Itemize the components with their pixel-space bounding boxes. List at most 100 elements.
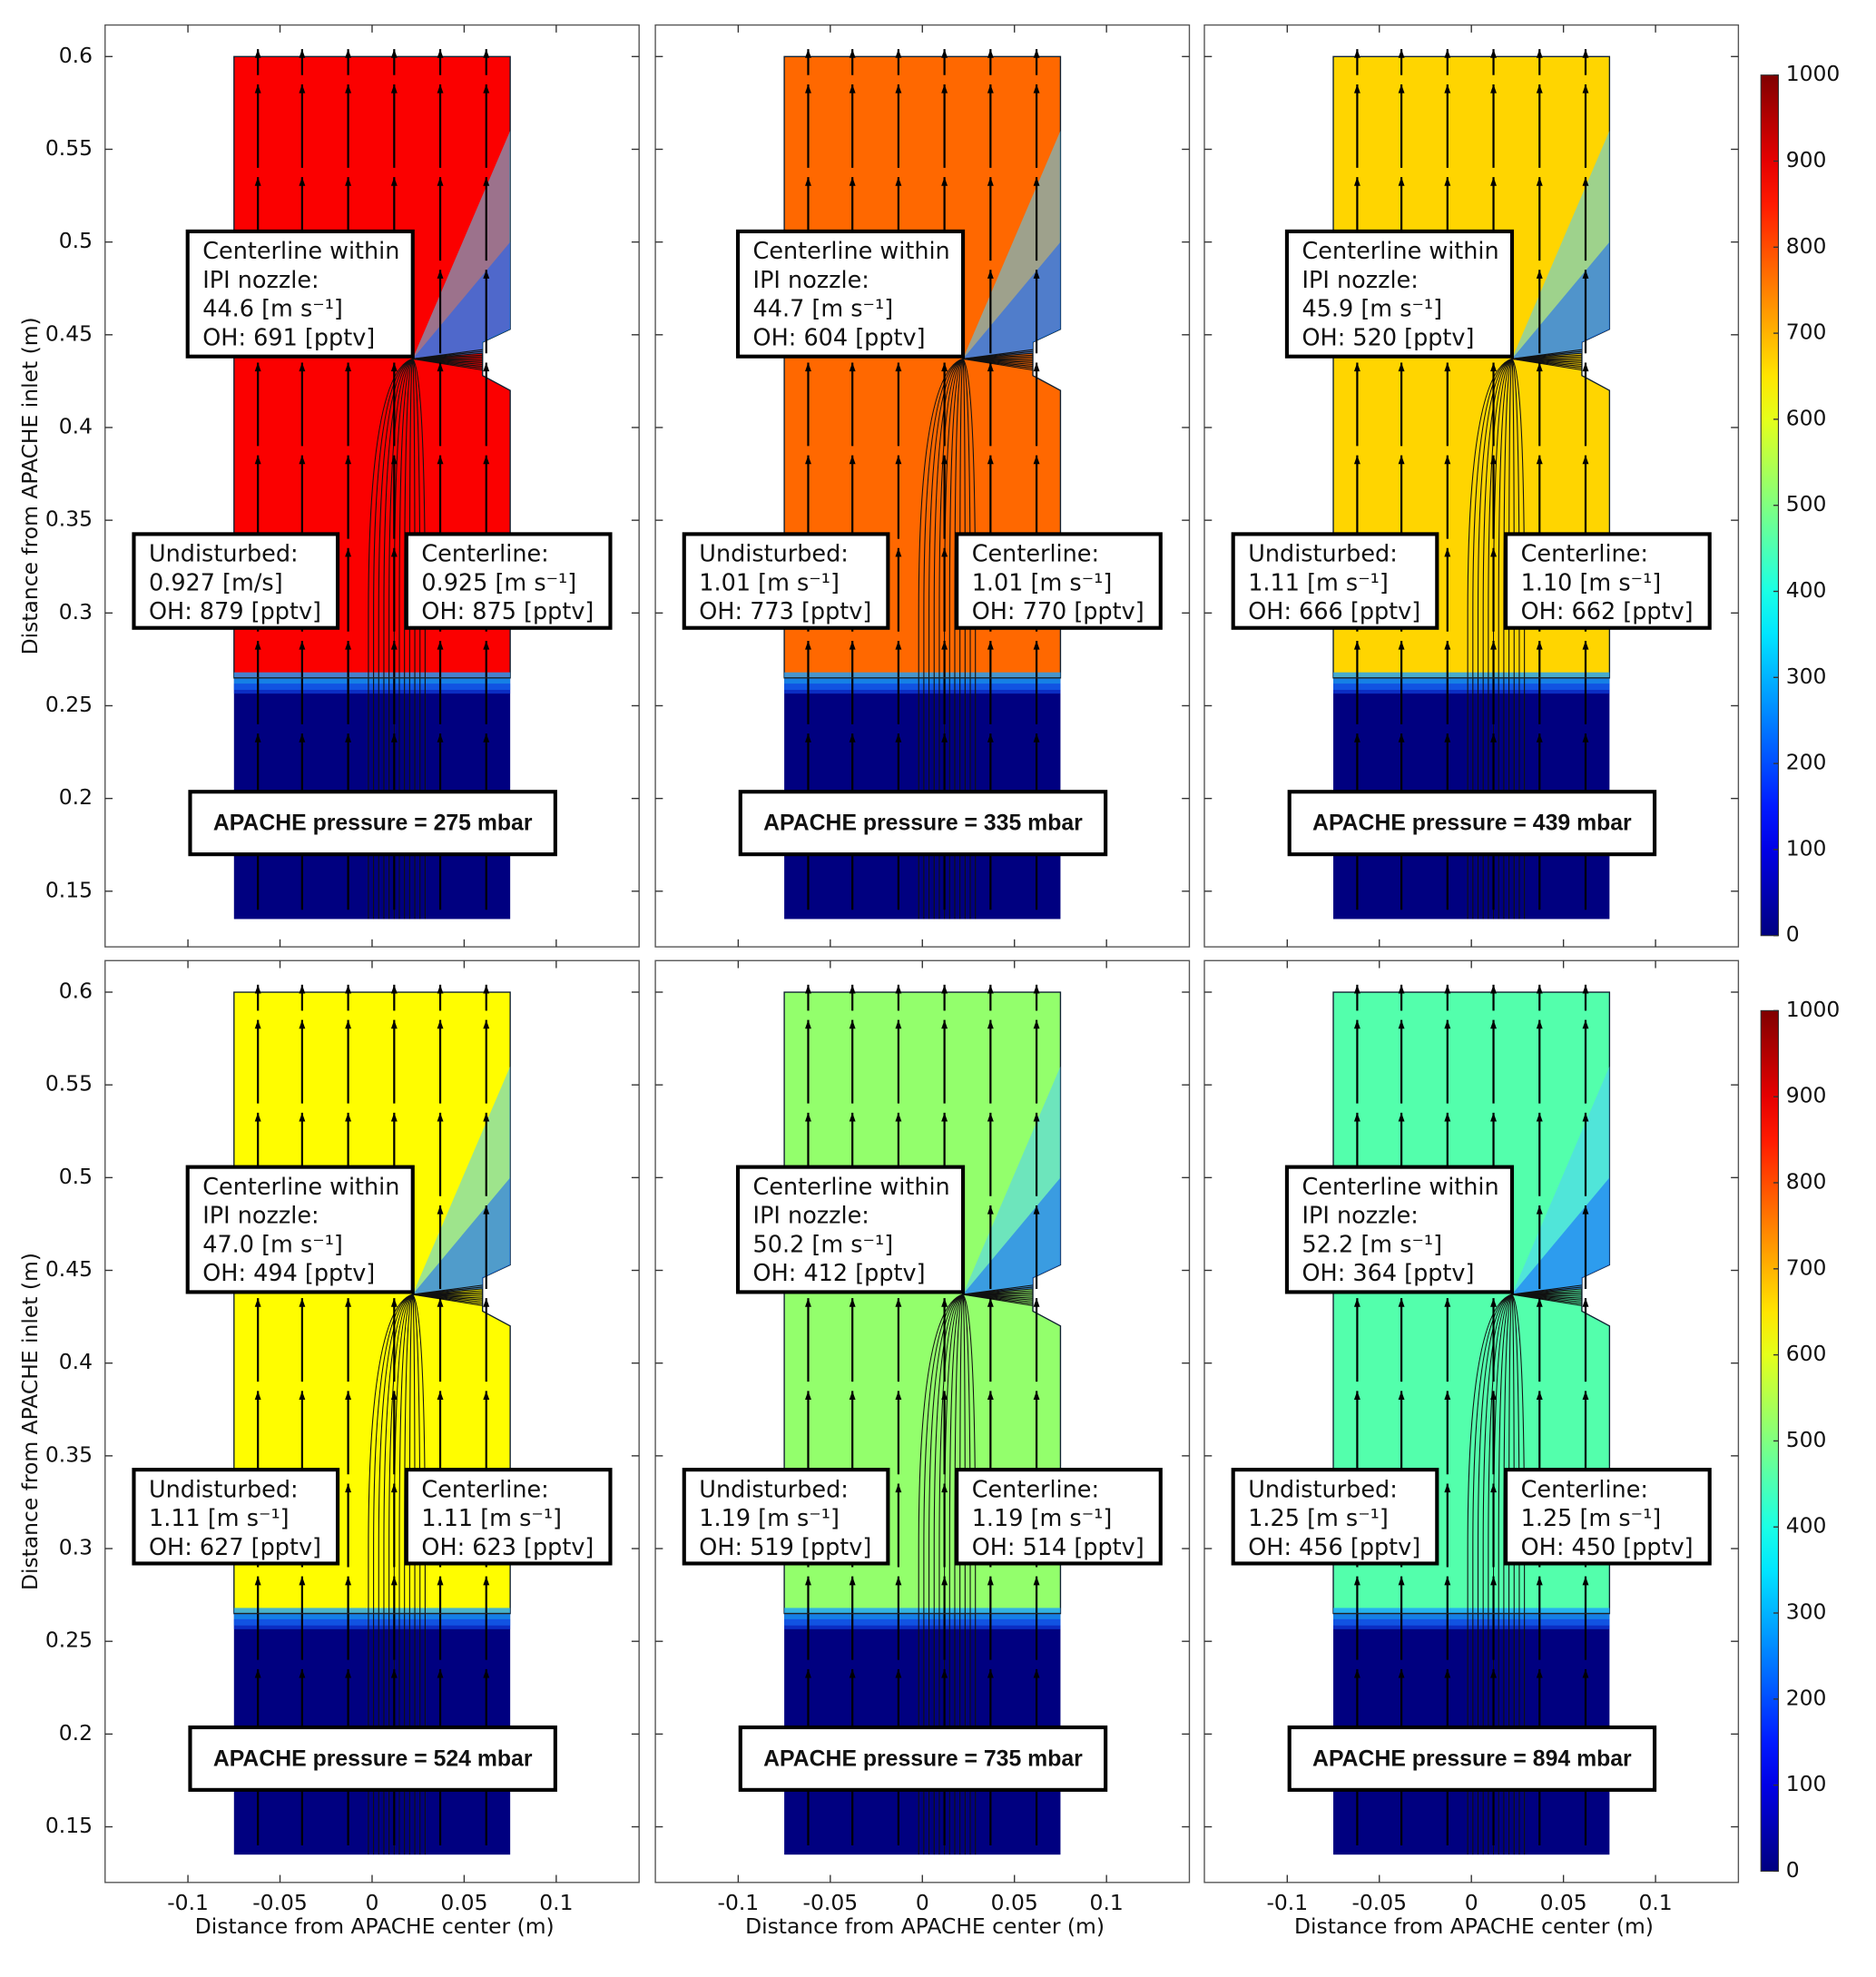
y-axis-label: Distance from APACHE inlet (m) <box>17 1253 43 1590</box>
callout-text: Centerline within <box>202 1174 399 1201</box>
arrow-head <box>1536 362 1543 372</box>
arrow-head <box>1033 1019 1040 1029</box>
arrow-head <box>345 84 352 93</box>
arrow-head <box>437 1019 444 1029</box>
arrow-head <box>1582 455 1589 465</box>
arrow-head <box>1444 177 1451 186</box>
interface-band <box>784 1618 1061 1629</box>
arrow-head <box>1353 1112 1360 1122</box>
callout-text: 1.25 [m s⁻¹] <box>1521 1505 1662 1532</box>
arrow-head <box>941 1112 948 1122</box>
arrow-head <box>390 1019 398 1029</box>
callout-text: Centerline within <box>1301 238 1498 265</box>
y-tick-label: 0.5 <box>59 228 93 253</box>
arrow-head <box>849 733 856 743</box>
arrow-head <box>390 733 398 743</box>
arrow-head <box>1398 1112 1405 1122</box>
streamline <box>954 356 1034 920</box>
arrow-head <box>1490 177 1497 186</box>
arrow-head <box>483 1205 490 1215</box>
arrow-head <box>437 1112 444 1122</box>
arrow-head <box>1444 1298 1451 1307</box>
arrow-head <box>987 1576 994 1586</box>
arrow-head <box>941 362 948 372</box>
y-tick-label: 0.35 <box>45 1441 93 1467</box>
y-tick-label: 0.4 <box>59 413 93 438</box>
arrow-head <box>345 1298 352 1307</box>
arrow-head <box>895 49 902 58</box>
callout-text: Centerline: <box>972 1476 1099 1503</box>
callout-text: Centerline: <box>421 541 548 568</box>
arrow-head <box>849 640 856 650</box>
streamline <box>1472 1293 1583 1855</box>
arrow-head <box>483 49 490 58</box>
arrow-head <box>805 1391 811 1400</box>
arrow-head <box>1444 1019 1451 1029</box>
arrow-head <box>1490 1576 1497 1586</box>
arrow-head <box>941 1668 948 1678</box>
arrow-head <box>254 455 261 465</box>
arrow-head <box>1398 84 1405 93</box>
arrow-head <box>849 1019 856 1029</box>
y-tick-label: 0.4 <box>59 1349 93 1374</box>
arrow-head <box>1536 455 1543 465</box>
callout-box <box>132 532 340 630</box>
arrow-head <box>254 1298 261 1307</box>
arrow-head <box>849 49 856 58</box>
arrow-head <box>1033 455 1040 465</box>
arrow-head <box>941 1576 948 1586</box>
arrow-head <box>1353 1298 1360 1307</box>
arrow-head <box>390 1483 398 1493</box>
arrow-head <box>987 1019 994 1029</box>
arrow-head <box>1444 1576 1451 1586</box>
streamline <box>918 358 1034 920</box>
arrow-head <box>849 1668 856 1678</box>
callout-text: 44.6 [m s⁻¹] <box>202 296 343 323</box>
pressure-box <box>738 1725 1108 1792</box>
callout-box <box>1284 229 1515 359</box>
arrow-head <box>299 1298 306 1307</box>
arrow-head <box>299 49 306 58</box>
arrow-head <box>849 984 856 994</box>
arrow-head <box>1582 362 1589 372</box>
arrow-head <box>987 84 994 93</box>
callout-text: 1.01 [m s⁻¹] <box>972 569 1113 596</box>
arrow-head <box>941 640 948 650</box>
callout-text: 1.25 [m s⁻¹] <box>1248 1505 1389 1532</box>
arrow-head <box>483 1576 490 1586</box>
arrow-head <box>437 1391 444 1400</box>
callout-box <box>682 1468 890 1566</box>
callout-box <box>682 532 890 630</box>
arrow-head <box>895 1483 902 1493</box>
y-tick-label: 0.45 <box>45 320 93 346</box>
arrow-head <box>390 84 398 93</box>
streamline <box>1467 1293 1583 1855</box>
y-tick-label: 0.2 <box>59 1720 93 1746</box>
arrow-head <box>941 733 948 743</box>
y-tick-label: 0.35 <box>45 507 93 532</box>
streamline <box>404 1292 483 1855</box>
callout-text: 1.19 [m s⁻¹] <box>972 1505 1113 1532</box>
arrow-head <box>895 984 902 994</box>
y-tick-label: 0.15 <box>45 877 93 902</box>
arrow-head <box>895 1112 902 1122</box>
arrow-head <box>941 1298 948 1307</box>
arrow-head <box>1398 1298 1405 1307</box>
colorbar-tick-label: 200 <box>1786 750 1827 775</box>
arrow-head <box>483 177 490 186</box>
arrow-head <box>1490 455 1497 465</box>
arrow-head <box>483 362 490 372</box>
arrow-head <box>437 177 444 186</box>
arrow-head <box>805 1019 811 1029</box>
x-tick-label: 0.1 <box>539 1890 573 1915</box>
arrow-head <box>345 640 352 650</box>
y-axis-label: Distance from APACHE inlet (m) <box>17 317 43 654</box>
arrow-head <box>1033 640 1040 650</box>
arrow-head <box>1444 84 1451 93</box>
callout-text: OH: 691 [pptv] <box>202 324 375 351</box>
callout-text: 0.927 [m/s] <box>149 569 283 596</box>
arrow-head <box>299 84 306 93</box>
arrow-head <box>1353 640 1360 650</box>
